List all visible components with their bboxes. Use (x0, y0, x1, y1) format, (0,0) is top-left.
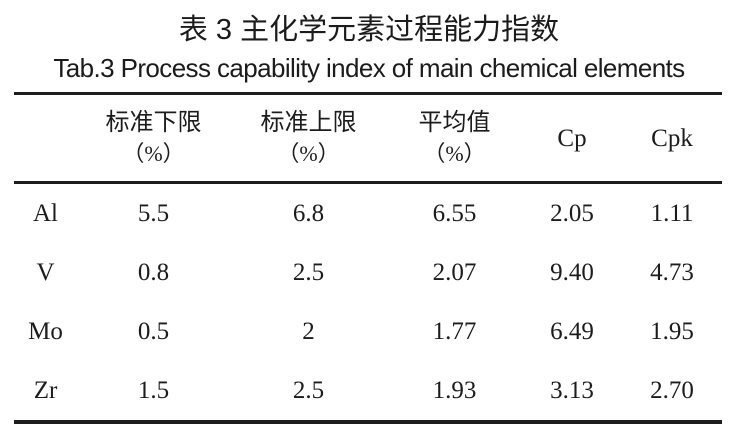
value-cell: 2.5 (292, 376, 325, 404)
element-cell: Mo (28, 317, 63, 345)
header-label: Cpk (651, 124, 693, 152)
value-cell: 2.70 (650, 376, 694, 404)
header-lower-limit: 标准下限 （%） (77, 93, 230, 184)
value-cell: 2 (302, 317, 315, 345)
value-cell: 2.05 (550, 199, 594, 227)
process-capability-table: 标准下限 （%） 标准上限 （%） 平均值 （%） Cp Cpk (14, 92, 722, 424)
value-cell: 5.5 (137, 199, 170, 227)
value-cell: 1.93 (432, 376, 477, 404)
value-cell: 1.11 (650, 199, 694, 227)
element-cell: Zr (33, 376, 58, 404)
value-cell: 1.95 (650, 317, 694, 345)
header-unit: （%） (122, 141, 185, 166)
table-row: Al 5.5 6.8 6.55 2.05 1.11 (14, 183, 722, 244)
header-label: 平均值 (418, 110, 491, 136)
value-cell: 0.5 (137, 317, 170, 345)
table-header-row: 标准下限 （%） 标准上限 （%） 平均值 （%） Cp Cpk (14, 93, 722, 184)
value-cell: 2.5 (292, 258, 325, 286)
header-cp: Cp (522, 93, 622, 184)
header-label: Cp (557, 124, 587, 152)
value-cell: 6.8 (292, 199, 325, 227)
header-upper-limit: 标准上限 （%） (230, 93, 387, 184)
value-cell: 0.8 (137, 258, 170, 286)
table-row: V 0.8 2.5 2.07 9.40 4.73 (14, 243, 722, 302)
header-label: 标准下限 (105, 110, 202, 136)
header-cpk: Cpk (622, 93, 722, 184)
value-cell: 4.73 (650, 258, 694, 286)
header-label: 标准上限 (260, 110, 357, 136)
value-cell: 1.77 (432, 317, 477, 345)
element-cell: V (36, 258, 55, 286)
value-cell: 6.49 (550, 317, 594, 345)
value-cell: 6.55 (432, 199, 477, 227)
table-title-en: Tab.3 Process capability index of main c… (53, 53, 685, 83)
value-cell: 1.5 (137, 376, 170, 404)
value-cell: 9.40 (550, 258, 594, 286)
table-row: Zr 1.5 2.5 1.93 3.13 2.70 (14, 361, 722, 422)
header-element (14, 93, 77, 184)
header-mean-value: 平均值 （%） (387, 93, 522, 184)
header-unit: （%） (423, 141, 486, 166)
header-unit: （%） (277, 141, 340, 166)
value-cell: 2.07 (432, 258, 477, 286)
value-cell: 3.13 (550, 376, 594, 404)
element-cell: Al (33, 199, 58, 227)
table-title-zh: 表 3 主化学元素过程能力指数 (178, 14, 560, 46)
table-row: Mo 0.5 2 1.77 6.49 1.95 (14, 302, 722, 361)
